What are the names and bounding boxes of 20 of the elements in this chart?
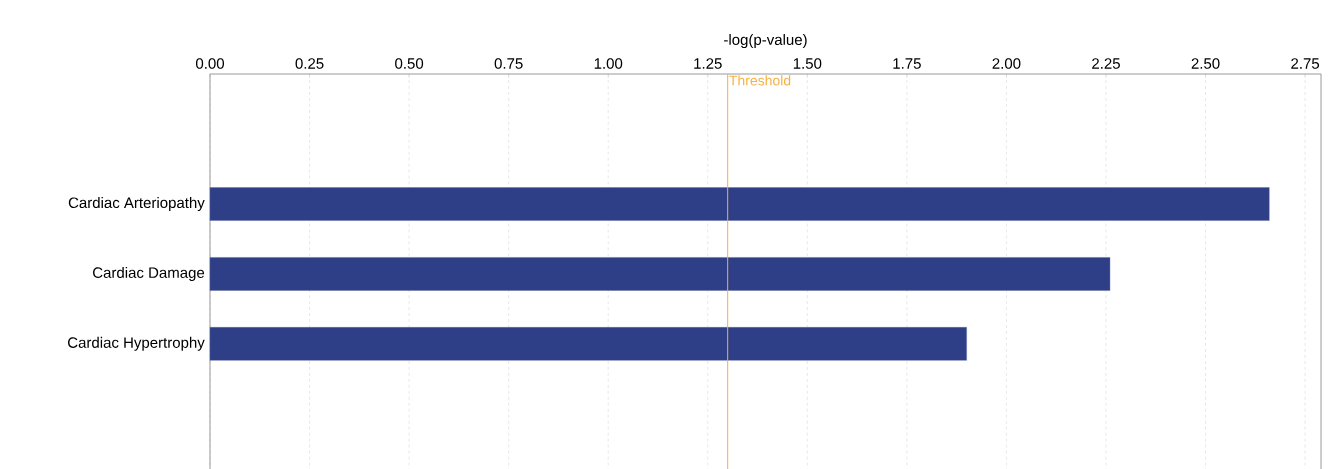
x-tick-label: 0.50: [395, 58, 424, 69]
x-tick-label: 1.25: [694, 58, 722, 69]
x-axis-title: -log(p-value): [724, 33, 807, 48]
y-tick-label: Cardiac Hypertrophy: [68, 336, 205, 351]
x-tick-label: 2.00: [992, 58, 1021, 69]
x-tick-label: 2.50: [1191, 58, 1220, 69]
y-tick-label: Cardiac Arteriopathy: [68, 197, 205, 212]
bar: [209, 187, 1270, 221]
x-tick-label: 2.75: [1291, 58, 1320, 69]
y-tick-label: Cardiac Damage: [93, 266, 205, 281]
x-tick-label: 0.00: [196, 58, 224, 69]
x-tick-label: 1.00: [594, 58, 623, 69]
x-tick-label: 0.75: [494, 58, 523, 69]
x-tick-label: 2.25: [1092, 58, 1120, 69]
ref-line-label: Threshold: [729, 75, 791, 86]
x-tick-label: 1.50: [793, 58, 822, 69]
bar: [209, 327, 967, 361]
bar: [209, 257, 1111, 291]
x-tick-label: 1.75: [893, 58, 921, 69]
x-tick-label: 0.25: [295, 58, 324, 69]
